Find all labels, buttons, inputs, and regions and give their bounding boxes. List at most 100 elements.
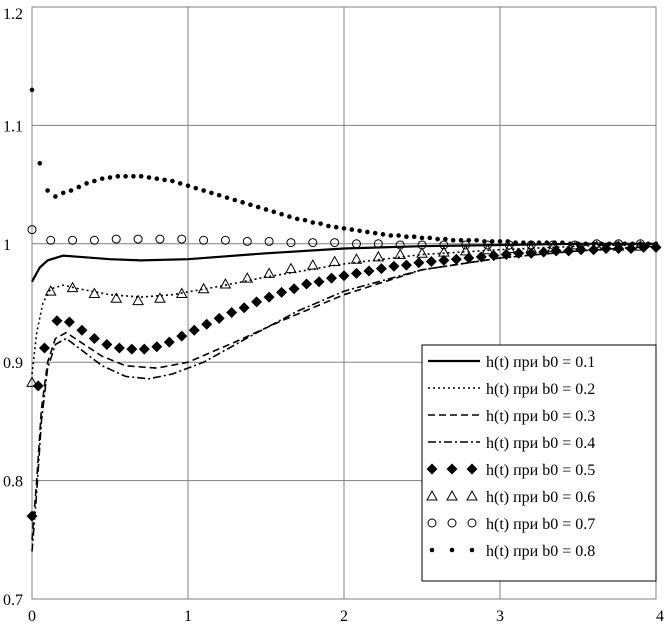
data-point (110, 292, 123, 303)
data-point (248, 202, 253, 208)
legend-marker (467, 518, 477, 528)
data-point (437, 246, 450, 257)
data-point (395, 240, 405, 250)
data-point (500, 248, 512, 260)
data-point (232, 197, 238, 203)
data-point (528, 240, 534, 245)
x-tick-label: 3 (496, 608, 504, 624)
data-point (154, 176, 160, 181)
data-point (188, 324, 200, 336)
legend-item: h(t) при b0 = 0.8 (429, 543, 595, 560)
data-point (76, 184, 82, 190)
legend-label: h(t) при b0 = 0.8 (486, 543, 595, 560)
series-line (31, 245, 657, 552)
data-point (552, 240, 557, 245)
data-point (614, 241, 620, 247)
data-point (400, 259, 412, 271)
data-point (439, 240, 449, 250)
data-point (302, 217, 308, 223)
data-point (224, 195, 230, 200)
data-point (427, 235, 433, 241)
data-point (37, 160, 43, 166)
data-point (271, 209, 277, 215)
data-point (481, 243, 494, 255)
data-point (38, 342, 50, 354)
data-point (240, 200, 245, 205)
data-point (26, 376, 38, 387)
data-point (438, 254, 450, 266)
data-point (89, 235, 99, 245)
data-point (591, 241, 596, 247)
data-point (68, 235, 78, 245)
data-point (201, 188, 206, 193)
data-point (53, 194, 58, 199)
data-point (450, 237, 456, 243)
legend-marker (469, 547, 475, 553)
data-point (357, 228, 362, 234)
data-point (338, 270, 350, 282)
data-point (88, 287, 101, 299)
legend-marker (466, 463, 478, 475)
data-point (84, 181, 89, 186)
data-point (513, 240, 518, 245)
data-point (326, 223, 331, 229)
data-point (536, 240, 542, 245)
data-point (131, 174, 136, 179)
legend-item: h(t) при b0 = 0.7 (427, 516, 595, 533)
data-point (419, 235, 425, 241)
data-point (375, 263, 387, 275)
y-tick-label: 1 (3, 237, 11, 254)
data-point (193, 185, 199, 191)
legend-marker (446, 489, 458, 501)
data-point (388, 260, 400, 272)
data-point (46, 235, 56, 245)
data-point (482, 239, 487, 244)
data-point (115, 174, 121, 179)
data-point (645, 241, 651, 247)
legend-marker (429, 547, 435, 553)
legend-marker (427, 518, 437, 528)
data-point (154, 292, 166, 303)
legend-item: h(t) при b0 = 0.6 (426, 489, 595, 506)
data-point (264, 236, 274, 246)
data-point (138, 343, 150, 355)
data-point (497, 239, 503, 244)
data-point (185, 183, 191, 189)
data-point (521, 240, 526, 245)
legend-label: h(t) при b0 = 0.2 (486, 381, 595, 398)
data-point (372, 250, 385, 262)
data-point (575, 241, 581, 247)
data-point (351, 239, 361, 249)
x-tick-label: 1 (184, 608, 192, 624)
data-point (255, 204, 261, 210)
x-tick-label: 4 (656, 608, 664, 624)
data-point (483, 240, 493, 250)
data-point (213, 312, 225, 324)
data-point (279, 211, 284, 217)
data-point (216, 192, 222, 198)
data-point (201, 318, 213, 330)
series-4 (31, 245, 657, 552)
data-point (349, 227, 355, 232)
data-point (286, 238, 296, 248)
data-point (63, 316, 75, 328)
data-point (350, 267, 362, 279)
legend-item: h(t) при b0 = 0.2 (428, 381, 595, 398)
data-point (450, 253, 462, 265)
legend-item: h(t) при b0 = 0.1 (428, 354, 595, 371)
data-point (170, 178, 175, 184)
data-point (60, 190, 66, 196)
data-point (416, 247, 428, 258)
y-tick-label: 0.7 (3, 592, 23, 609)
data-point (330, 238, 340, 248)
data-point (599, 241, 604, 247)
legend-box (421, 344, 657, 582)
data-point (333, 224, 339, 230)
legend-item: h(t) при b0 = 0.4 (428, 435, 595, 452)
data-point (538, 246, 550, 258)
legend-marker (447, 518, 457, 528)
data-point (177, 181, 183, 186)
data-point (638, 241, 643, 247)
data-point (459, 244, 472, 256)
data-point (326, 272, 338, 284)
